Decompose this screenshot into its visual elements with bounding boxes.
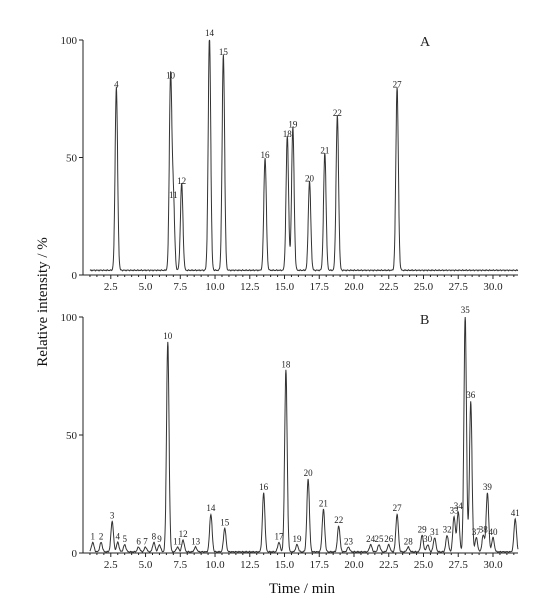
x-tick-label: 27.5 — [449, 281, 469, 293]
peak-label: 3 — [110, 510, 115, 520]
peak-label: 26 — [384, 534, 394, 544]
peak-label: 10 — [166, 70, 176, 80]
x-tick-label: 27.5 — [449, 559, 469, 571]
peak-label: 12 — [177, 176, 186, 186]
peak-label: 40 — [488, 527, 498, 537]
x-tick-label: 22.5 — [379, 559, 399, 571]
peak-label: 35 — [461, 305, 471, 315]
peak-label: 30 — [423, 534, 433, 544]
x-tick-label: 22.5 — [379, 281, 399, 293]
peak-label: 19 — [293, 534, 303, 544]
peak-label: 7 — [143, 536, 148, 546]
x-tick-label: 7.5 — [173, 559, 187, 571]
x-tick-label: 15.0 — [275, 559, 295, 571]
peak-label: 11 — [169, 190, 178, 200]
x-tick-label: 2.5 — [104, 559, 118, 571]
x-tick-label: 10.0 — [205, 281, 225, 293]
y-tick-label: 0 — [72, 270, 78, 282]
peak-label: 16 — [261, 150, 271, 160]
panel-a: 0 50 100 2.5 5.0 7.5 10.0 12.5 15.0 17.5 20.0 22.5 2… — [61, 28, 519, 293]
peak-label: 22 — [333, 108, 342, 118]
peak-label: 36 — [466, 390, 476, 400]
y-tick-label: 0 — [72, 548, 78, 560]
x-tick-label: 20.0 — [344, 559, 364, 571]
panel-b: 0 50 100 2.5 5.0 7.5 10.0 12.5 15.0 17.5 20.0 22.5 2… — [61, 305, 520, 571]
x-tick-label: 15.0 — [275, 281, 295, 293]
peak-label: 24 — [366, 534, 376, 544]
x-tick-label: 25.0 — [414, 559, 434, 571]
peak-label: 38 — [479, 524, 489, 534]
peak-label: 37 — [472, 527, 482, 537]
peak-label: 41 — [511, 508, 520, 518]
x-tick-label: 30.0 — [483, 559, 503, 571]
peak-label: 33 — [450, 506, 460, 516]
peak-label: 21 — [319, 499, 328, 509]
x-tick-label: 2.5 — [104, 281, 118, 293]
peak-label: 22 — [334, 515, 343, 525]
peak-label: 34 — [454, 501, 464, 511]
peak-label: 18 — [283, 129, 293, 139]
peak-label: 29 — [418, 524, 428, 534]
peak-label: 14 — [205, 28, 215, 38]
x-tick-label: 12.5 — [240, 559, 260, 571]
peak-label: 5 — [122, 534, 127, 544]
peak-label: 23 — [344, 536, 354, 546]
peak-label: 4 — [114, 80, 119, 90]
peak-label: 27 — [393, 503, 403, 513]
chromatogram-trace — [89, 316, 519, 554]
x-tick-label: 7.5 — [173, 281, 187, 293]
peak-label: 21 — [320, 146, 329, 156]
peak-label: 11 — [173, 536, 182, 546]
peak-label: 20 — [305, 174, 315, 184]
peak-label: 4 — [115, 532, 120, 542]
peak-label: 8 — [152, 532, 157, 542]
peak-label: 32 — [443, 524, 452, 534]
peak-label: 20 — [304, 468, 314, 478]
peak-label: 27 — [393, 80, 403, 90]
x-tick-label: 5.0 — [139, 559, 153, 571]
peak-label: 31 — [430, 527, 439, 537]
y-tick-label: 50 — [66, 430, 78, 442]
peak-label: 15 — [220, 517, 230, 527]
peak-label: 1 — [90, 532, 95, 542]
x-tick-label: 25.0 — [414, 281, 434, 293]
peak-label: 19 — [288, 120, 298, 130]
x-tick-label: 10.0 — [205, 559, 225, 571]
x-tick-label: 12.5 — [240, 281, 260, 293]
peak-label: 15 — [219, 47, 229, 57]
peak-label: 25 — [375, 534, 385, 544]
y-tick-label: 100 — [61, 312, 78, 324]
y-axis-label: Relative intensity / % — [35, 237, 51, 367]
y-tick-label: 100 — [61, 35, 78, 47]
peak-label: 39 — [483, 482, 493, 492]
peak-label: 12 — [179, 529, 188, 539]
x-tick-label: 20.0 — [344, 281, 364, 293]
peak-label: 10 — [163, 331, 173, 341]
x-tick-label: 17.5 — [310, 281, 330, 293]
peak-label: 28 — [404, 536, 414, 546]
chromatogram-trace — [89, 39, 519, 272]
peak-label: 2 — [99, 532, 104, 542]
panel-letter: A — [420, 35, 431, 50]
panel-letter: B — [420, 313, 429, 328]
peak-label: 13 — [191, 536, 201, 546]
peak-label: 6 — [136, 536, 141, 546]
peak-label: 16 — [259, 482, 269, 492]
x-tick-label: 17.5 — [310, 559, 330, 571]
x-tick-label: 5.0 — [139, 281, 153, 293]
peak-label: 9 — [157, 534, 162, 544]
peak-label: 14 — [206, 503, 216, 513]
x-axis-label: Time / min — [269, 581, 336, 597]
x-tick-label: 30.0 — [483, 281, 503, 293]
y-tick-label: 50 — [66, 153, 78, 165]
peak-label: 17 — [274, 532, 284, 542]
peak-label: 18 — [281, 359, 291, 369]
